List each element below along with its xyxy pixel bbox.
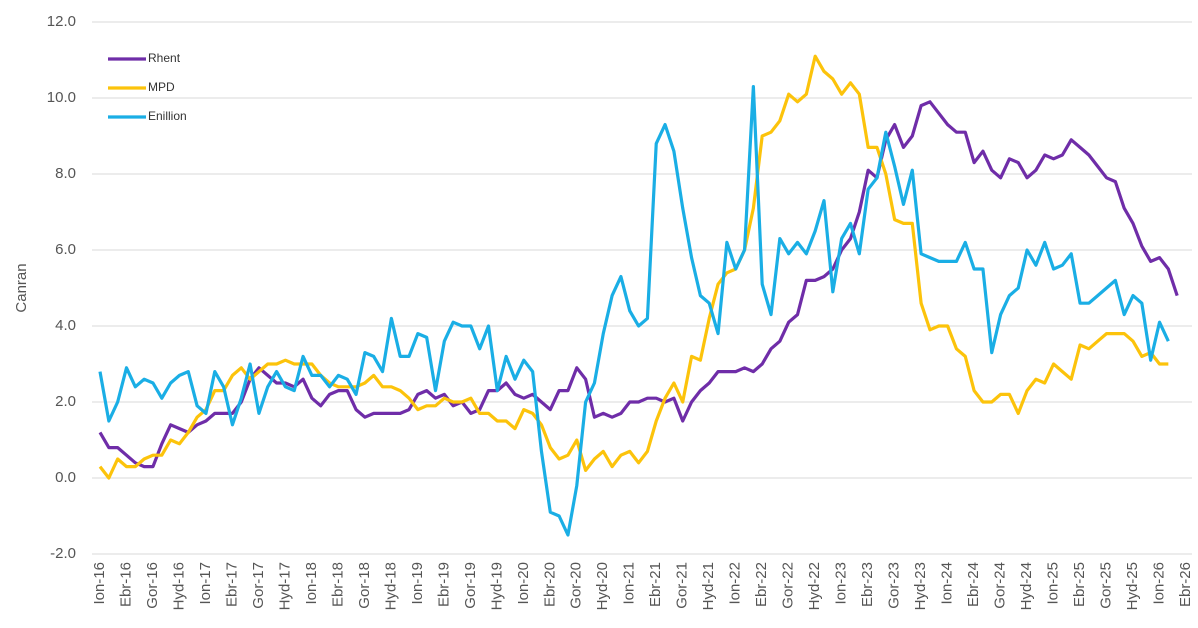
x-tick-label: Ion-25 (1045, 562, 1062, 605)
y-axis-label: Canran (13, 263, 30, 312)
x-tick-label: Ion-24 (939, 562, 956, 605)
x-tick-label: Ebr-25 (1071, 562, 1088, 607)
x-tick-label: Ebr-24 (965, 562, 982, 607)
x-tick-label: Ion-21 (621, 562, 638, 605)
x-tick-label: Gor-25 (1098, 562, 1115, 609)
x-tick-label: Hyd-20 (594, 562, 611, 610)
x-tick-label: Gor-20 (568, 562, 585, 609)
x-tick-label: Hyd-21 (700, 562, 717, 610)
x-tick-label: Hyd-25 (1124, 562, 1141, 610)
x-tick-label: Ion-18 (303, 562, 320, 605)
data-line (98, 54, 1169, 480)
x-tick-label: Ebr-23 (859, 562, 876, 607)
data-line (98, 85, 1170, 537)
y-tick-label: 8.0 (55, 165, 76, 182)
y-tick-label: 10.0 (47, 89, 76, 106)
x-tick-label: Hyd-18 (382, 562, 399, 610)
y-tick-label: 0.0 (55, 469, 76, 486)
x-tick-label: Ebr-19 (435, 562, 452, 607)
x-tick-label: Ion-23 (833, 562, 850, 605)
y-tick-label: 4.0 (55, 317, 76, 334)
x-tick-label: Hyd-16 (170, 562, 187, 610)
x-tick-label: Ebr-17 (223, 562, 240, 607)
x-tick-label: Gor-24 (992, 562, 1009, 609)
y-tick-label: 12.0 (47, 13, 76, 30)
x-tick-label: Hyd-19 (488, 562, 505, 610)
x-tick-label: Ebr-18 (329, 562, 346, 607)
x-tick-label: Gor-23 (886, 562, 903, 609)
legend-label: Enillion (148, 109, 187, 123)
x-tick-label: Gor-18 (356, 562, 373, 609)
legend-label: MPD (148, 80, 175, 94)
data-line (98, 100, 1179, 469)
x-tick-label: Gor-16 (144, 562, 161, 609)
x-tick-label: Gor-22 (780, 562, 797, 609)
x-tick-label: Ion-26 (1150, 562, 1167, 605)
x-tick-label: Ebr-26 (1177, 562, 1194, 607)
x-tick-label: Ion-20 (515, 562, 532, 605)
x-tick-label: Hyd-17 (276, 562, 293, 610)
x-tick-label: Ion-19 (409, 562, 426, 605)
x-tick-label: Ion-17 (197, 562, 214, 605)
x-tick-label: Ebr-22 (753, 562, 770, 607)
x-tick-label: Ebr-20 (541, 562, 558, 607)
x-tick-label: Hyd-23 (912, 562, 929, 610)
x-tick-label: Ebr-21 (647, 562, 664, 607)
x-tick-label: Ion-16 (91, 562, 108, 605)
y-tick-label: 2.0 (55, 393, 76, 410)
x-tick-label: Ebr-16 (117, 562, 134, 607)
x-tick-label: Gor-19 (462, 562, 479, 609)
x-tick-label: Gor-17 (250, 562, 267, 609)
legend-label: Rhent (148, 51, 181, 65)
y-tick-label: 6.0 (55, 241, 76, 258)
x-tick-label: Hyd-22 (806, 562, 823, 610)
x-tick-label: Ion-22 (727, 562, 744, 605)
x-tick-label: Gor-21 (674, 562, 691, 609)
x-tick-label: Hyd-24 (1018, 562, 1035, 610)
y-tick-label: -2.0 (50, 545, 76, 562)
